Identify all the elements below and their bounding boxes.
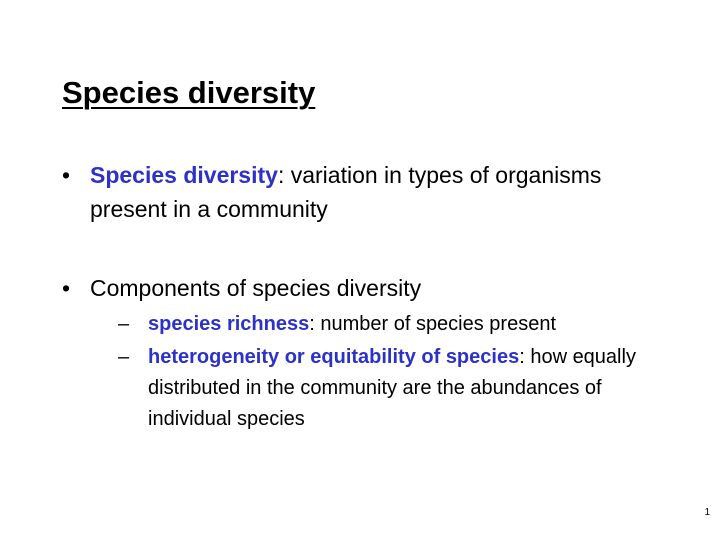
sub-bullet-term: species richness [148, 313, 310, 335]
sub-bullet-item: – heterogeneity or equitability of speci… [118, 342, 662, 435]
slide-body: • Species diversity: variation in types … [62, 158, 662, 435]
sub-bullet-marker: – [118, 313, 130, 335]
sub-bullet-marker: – [118, 346, 130, 368]
bullet-item: • Species diversity: variation in types … [62, 158, 662, 226]
bullet-marker: • [62, 162, 71, 188]
slide-title: Species diversity [62, 75, 316, 110]
sub-bullet-term: heterogeneity or equitability of species [148, 346, 520, 368]
bullet-text: : variation in types of organisms presen… [90, 162, 602, 222]
bullet-term: Species diversity [90, 162, 278, 188]
sub-bullet-list: – species richness: number of species pr… [118, 309, 662, 435]
sub-bullet-text: : number of species present [309, 313, 557, 335]
bullet-item: • Components of species diversity – spec… [62, 271, 662, 435]
sub-bullet-item: – species richness: number of species pr… [118, 309, 662, 340]
bullet-text: Components of species diversity [90, 275, 422, 301]
sub-bullet-text: : how equally distributed in the communi… [148, 346, 636, 430]
page-number: 1 [704, 507, 710, 518]
bullet-marker: • [62, 275, 71, 301]
